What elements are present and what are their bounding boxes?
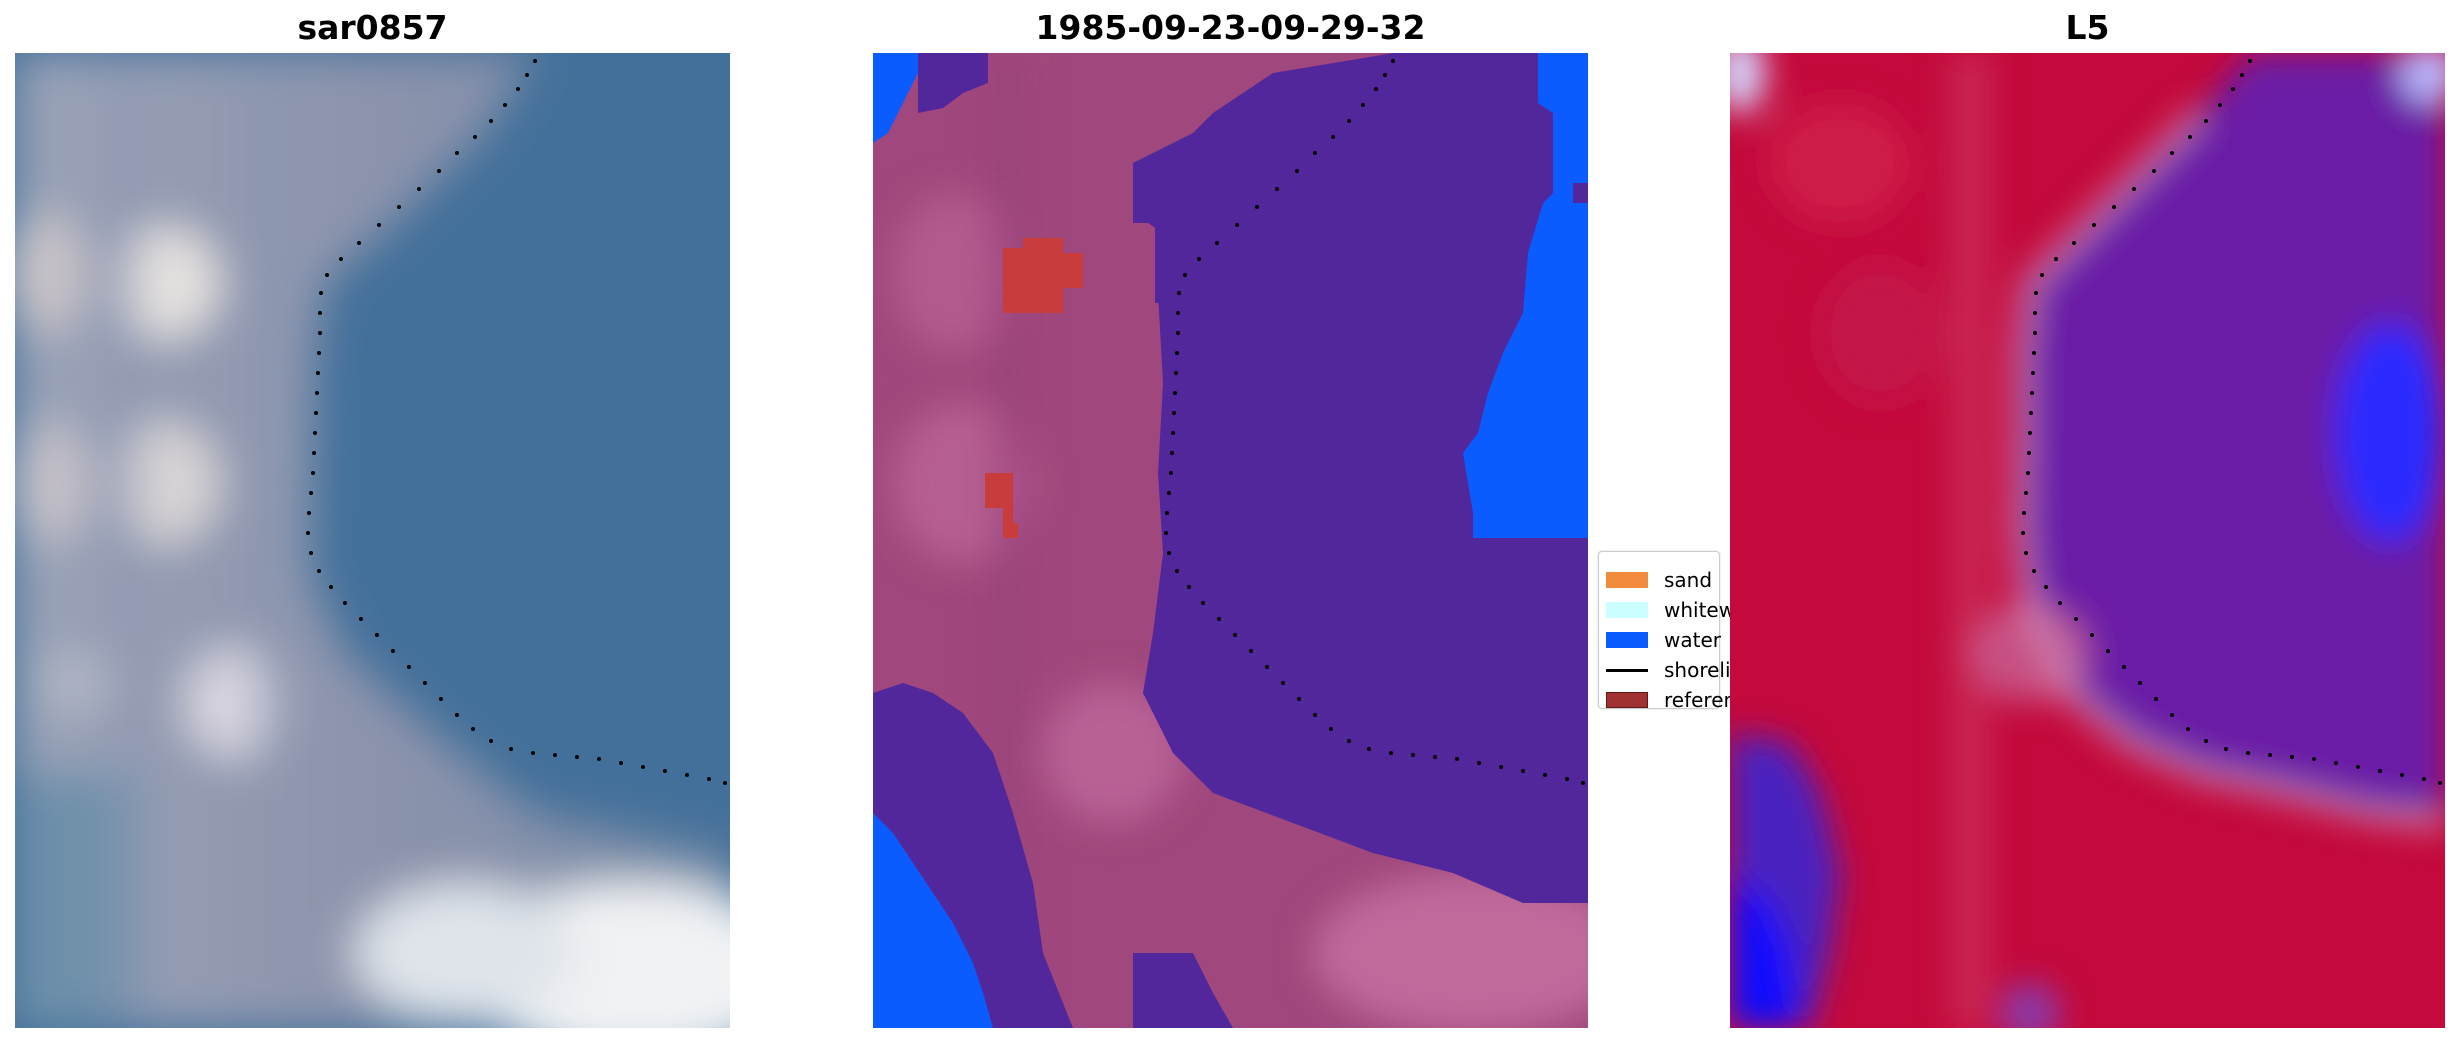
legend-swatch-water — [1606, 632, 1648, 648]
index-image — [1730, 53, 2445, 1028]
shoreline-dots — [306, 59, 727, 785]
legend-swatch-shoreline — [1606, 668, 1648, 672]
index-image-panel — [1730, 53, 2445, 1028]
legend-swatch-whitewater — [1606, 602, 1648, 618]
legend: sand whitewater water shoreline referenc… — [1598, 551, 1776, 712]
rgb-image — [15, 53, 730, 1028]
left-panel-title: sar0857 — [297, 8, 448, 47]
legend-label-sand: sand — [1664, 568, 1713, 592]
classified-image-panel — [873, 53, 1588, 1028]
legend-swatch-sand — [1606, 572, 1648, 588]
right-panel-title: L5 — [2065, 8, 2110, 47]
legend-item-sand: sand — [1606, 566, 1712, 594]
shoreline-dots-classified — [1164, 59, 1585, 785]
classified-image — [873, 53, 1588, 1028]
shoreline-dots-index — [2021, 59, 2442, 785]
middle-panel-title: 1985-09-23-09-29-32 — [1035, 8, 1426, 47]
legend-item-water: water — [1606, 626, 1721, 654]
legend-swatch-reference — [1606, 692, 1648, 708]
legend-label-water: water — [1664, 628, 1721, 652]
rgb-image-panel — [15, 53, 730, 1028]
